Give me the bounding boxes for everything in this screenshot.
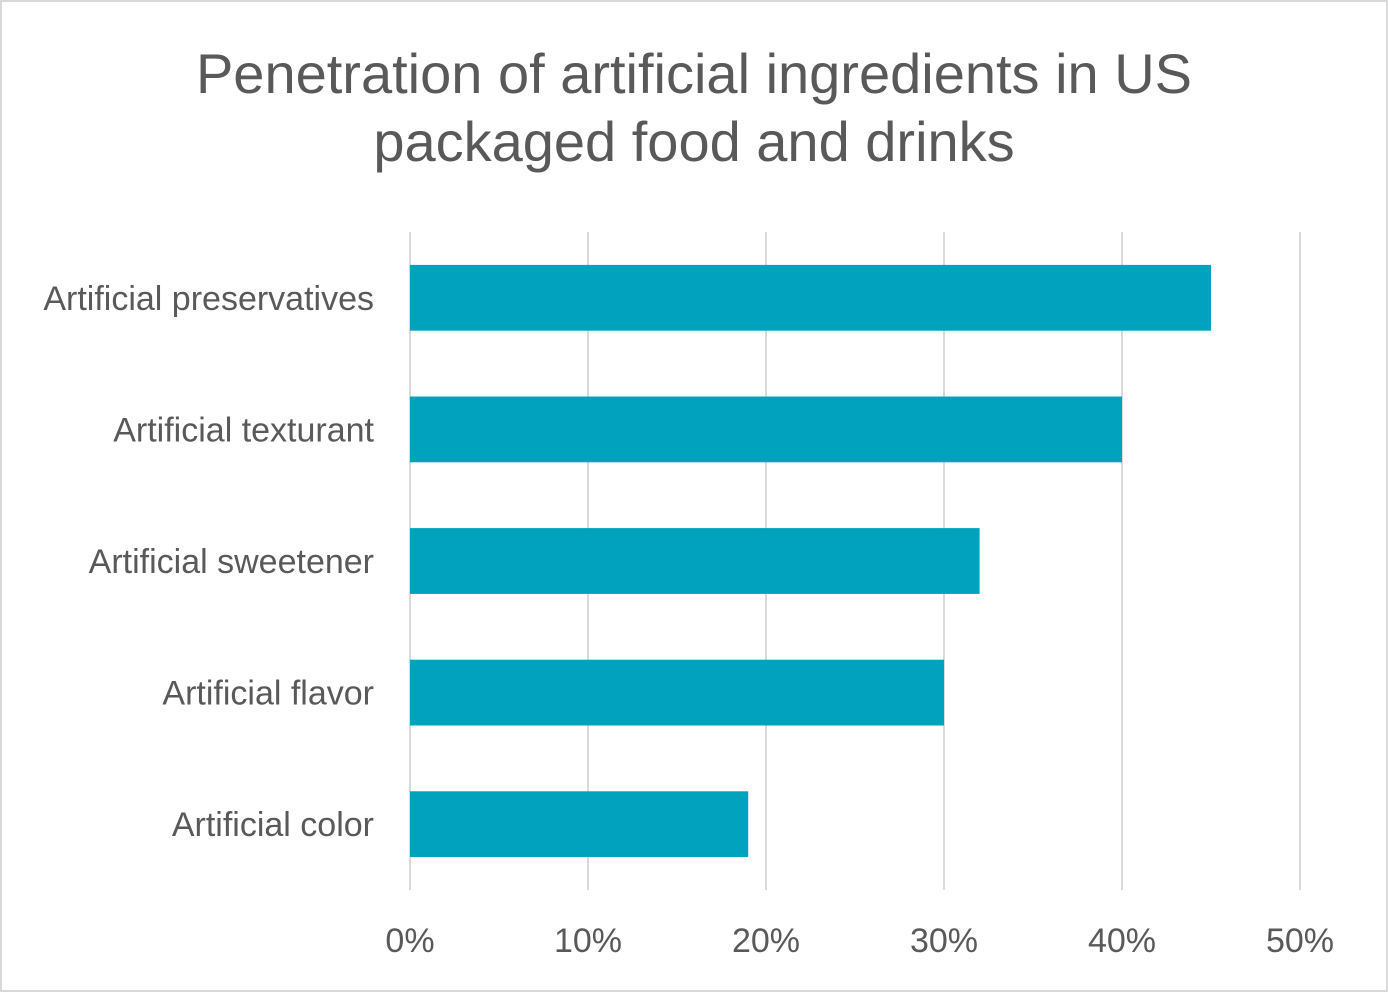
x-axis-tick-labels: 0% 10% 20% 30% 40% 50% (385, 922, 1334, 960)
bar (410, 528, 980, 594)
x-tick-label: 20% (732, 922, 800, 960)
bar (410, 264, 1211, 331)
bar (410, 659, 944, 726)
x-tick-label: 40% (1088, 922, 1156, 960)
y-category-label: Artificial flavor (162, 675, 374, 713)
bar (410, 396, 1122, 463)
x-tick-label: 0% (385, 922, 434, 960)
y-category-label: Artificial color (172, 806, 374, 844)
y-category-label: Artificial sweetener (89, 543, 374, 581)
x-tick-label: 10% (554, 922, 622, 960)
y-axis-category-labels: Artificial preservatives Artificial textu… (43, 280, 374, 844)
x-tick-label: 50% (1266, 922, 1334, 960)
y-category-label: Artificial texturant (113, 411, 374, 449)
x-tick-label: 30% (910, 922, 978, 960)
chart-title: Penetration of artificial ingredients in… (0, 40, 1388, 176)
bars (410, 264, 1211, 858)
bar (410, 791, 749, 858)
chart-title-text: Penetration of artificial ingredients in… (195, 42, 1193, 173)
y-category-label: Artificial preservatives (43, 280, 374, 318)
